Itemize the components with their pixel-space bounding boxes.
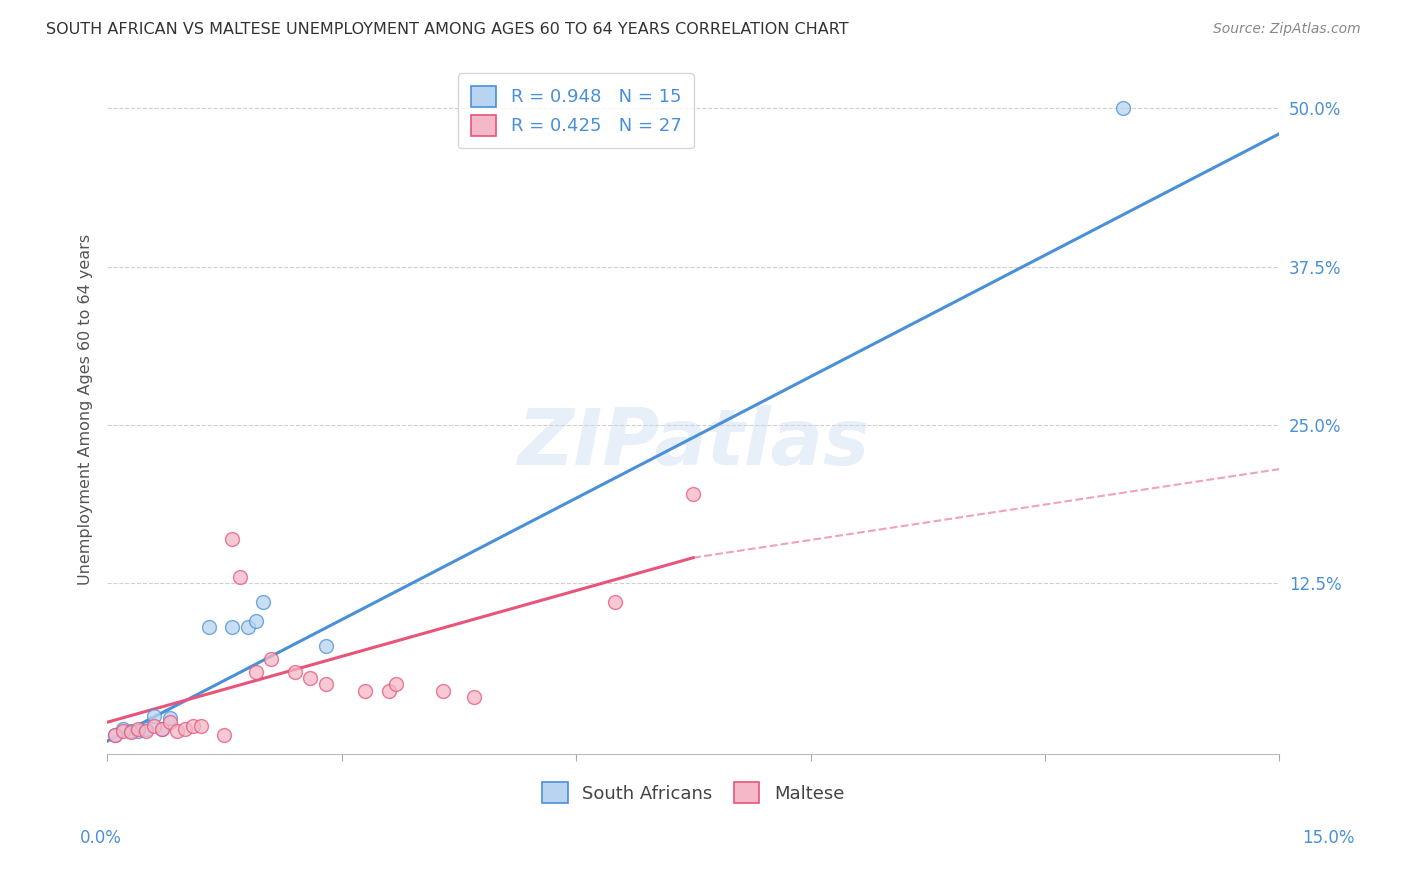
Point <box>260 652 283 666</box>
Text: 15.0%: 15.0% <box>1302 829 1355 847</box>
Point <box>135 722 157 736</box>
Point <box>229 569 252 583</box>
Point <box>104 728 127 742</box>
Point <box>315 677 337 691</box>
Point <box>104 728 127 742</box>
Point <box>111 724 134 739</box>
Point <box>385 677 408 691</box>
Point <box>252 595 274 609</box>
Point <box>432 683 454 698</box>
Point <box>299 671 322 685</box>
Y-axis label: Unemployment Among Ages 60 to 64 years: Unemployment Among Ages 60 to 64 years <box>79 234 93 584</box>
Point <box>135 724 157 739</box>
Point <box>111 722 134 736</box>
Point <box>1112 101 1135 115</box>
Point <box>221 620 243 634</box>
Point <box>143 709 166 723</box>
Text: 0.0%: 0.0% <box>80 829 122 847</box>
Point <box>682 487 704 501</box>
Point <box>245 665 267 679</box>
Point <box>127 724 149 739</box>
Text: Source: ZipAtlas.com: Source: ZipAtlas.com <box>1213 22 1361 37</box>
Point <box>159 715 181 730</box>
Point <box>159 711 181 725</box>
Point <box>605 595 627 609</box>
Point <box>197 620 219 634</box>
Point <box>150 722 173 736</box>
Point <box>284 665 307 679</box>
Point <box>166 724 188 739</box>
Point <box>143 719 166 733</box>
Point <box>181 719 204 733</box>
Point <box>221 532 243 546</box>
Point <box>236 620 259 634</box>
Legend: South Africans, Maltese: South Africans, Maltese <box>536 775 852 811</box>
Point <box>315 640 337 654</box>
Point <box>190 719 212 733</box>
Point <box>120 724 142 739</box>
Point <box>463 690 485 704</box>
Text: SOUTH AFRICAN VS MALTESE UNEMPLOYMENT AMONG AGES 60 TO 64 YEARS CORRELATION CHAR: SOUTH AFRICAN VS MALTESE UNEMPLOYMENT AM… <box>46 22 849 37</box>
Text: ZIPatlas: ZIPatlas <box>517 406 869 482</box>
Point <box>245 614 267 628</box>
Point <box>354 683 377 698</box>
Point <box>174 722 197 736</box>
Point <box>214 728 236 742</box>
Point <box>120 725 142 739</box>
Point <box>150 722 173 736</box>
Point <box>377 683 399 698</box>
Point <box>127 722 149 736</box>
